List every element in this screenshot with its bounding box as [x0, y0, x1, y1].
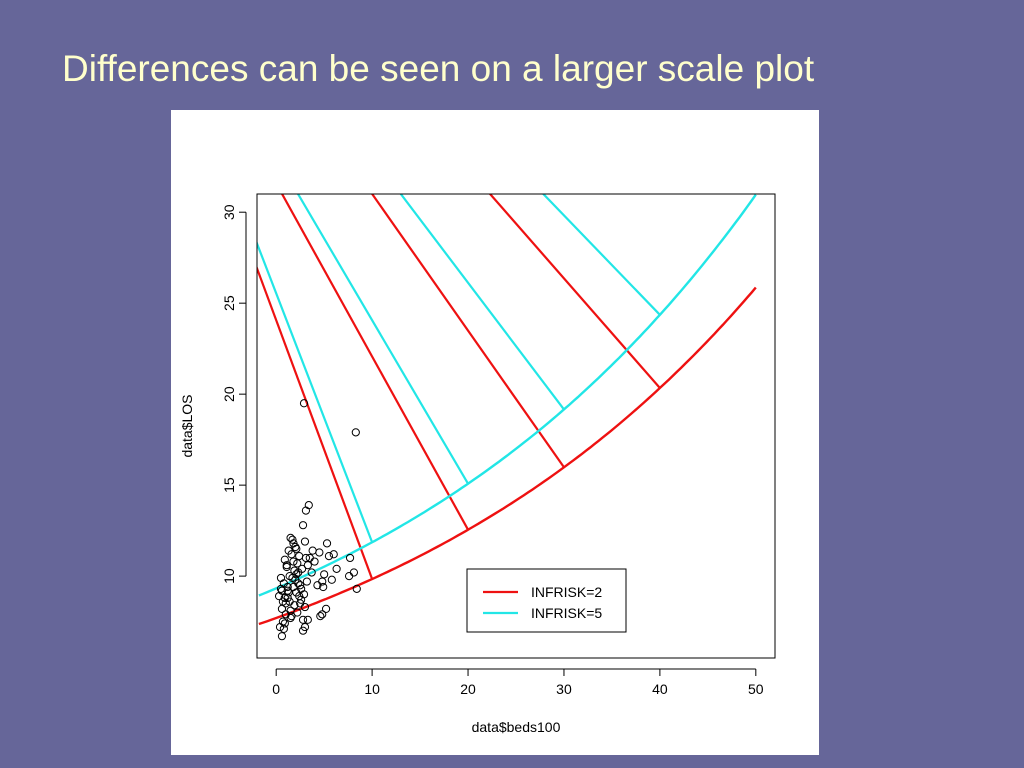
plot-panel: 0 10 20 30 40 50 10 15 20 25 30 data$beds100 data…: [171, 110, 819, 755]
data-point: [327, 575, 336, 584]
data-point: [286, 613, 295, 623]
data-point: [278, 617, 288, 626]
y-axis-label: data$LOS: [179, 394, 195, 457]
data-point: [310, 557, 319, 566]
y-tick-label: 25: [221, 295, 237, 311]
data-point: [293, 559, 302, 568]
data-point: [280, 619, 289, 628]
data-point: [292, 544, 301, 553]
data-point: [352, 584, 361, 593]
legend: INFRISK=2 INFRISK=5: [466, 568, 627, 633]
segment-infrisk-2-1: [280, 194, 469, 531]
data-point: [303, 615, 312, 624]
data-point: [297, 564, 307, 573]
data-point: [287, 612, 296, 621]
segment-infrisk-2-2: [370, 194, 565, 468]
data-point: [279, 624, 288, 633]
segment-infrisk-5-1: [296, 194, 469, 485]
data-point: [321, 604, 331, 613]
fit-curve-infrisk-2: [258, 286, 757, 626]
segment-infrisk-2-0: [257, 265, 374, 580]
data-point: [280, 555, 289, 564]
data-point: [282, 562, 291, 572]
data-point: [315, 548, 324, 557]
data-point: [332, 564, 341, 573]
legend-label: INFRISK=5: [531, 605, 602, 621]
legend-box: [466, 568, 627, 633]
data-point: [276, 573, 286, 583]
scatter-plot: 0 10 20 30 40 50 10 15 20 25 30 data$beds100 data…: [179, 193, 776, 735]
data-point: [300, 537, 310, 546]
y-tick-label: 10: [221, 568, 237, 584]
data-point: [299, 590, 309, 599]
data-point: [318, 577, 327, 586]
x-axis-label: data$beds100: [472, 719, 561, 735]
data-point: [289, 557, 298, 566]
data-point: [320, 570, 329, 579]
data-point: [287, 550, 296, 559]
data-point: [351, 428, 360, 437]
segment-infrisk-5-2: [399, 194, 565, 411]
fit-lines: [257, 194, 757, 626]
data-point: [277, 632, 287, 641]
segment-infrisk-5-0: [257, 240, 374, 543]
data-point: [301, 553, 311, 563]
data-point: [286, 533, 295, 543]
data-point: [301, 506, 311, 515]
data-point: [277, 586, 287, 595]
x-tick-label: 30: [556, 681, 572, 697]
data-point: [316, 612, 325, 621]
data-point: [318, 610, 327, 619]
data-point: [302, 577, 311, 586]
data-point: [283, 582, 292, 592]
data-point: [324, 552, 334, 561]
x-tick-label: 0: [272, 681, 280, 697]
data-point: [344, 572, 354, 581]
y-axis: 10 15 20 25 30: [221, 204, 247, 584]
data-point: [303, 561, 312, 570]
data-point: [289, 582, 298, 592]
x-tick-label: 10: [364, 681, 380, 697]
data-point: [292, 570, 301, 579]
segment-infrisk-2-3: [488, 194, 661, 389]
y-tick-label: 15: [221, 477, 237, 493]
data-point: [299, 399, 309, 408]
y-tick-label: 30: [221, 204, 237, 220]
data-point: [283, 593, 292, 603]
data-point: [298, 521, 308, 530]
data-point: [304, 501, 313, 510]
data-point: [345, 553, 355, 563]
data-point: [329, 550, 338, 559]
x-tick-label: 20: [460, 681, 476, 697]
fit-curve-infrisk-5: [258, 194, 757, 597]
data-point: [319, 582, 328, 592]
plot-frame: [256, 193, 776, 659]
data-point: [288, 535, 297, 544]
data-point: [298, 615, 308, 624]
data-point: [322, 539, 332, 548]
y-tick-label: 20: [221, 386, 237, 402]
data-point: [307, 568, 316, 577]
data-point: [290, 601, 299, 610]
x-tick-label: 40: [652, 681, 668, 697]
data-point: [295, 552, 304, 561]
data-point: [349, 568, 358, 577]
data-point: [308, 546, 317, 555]
data-points: [274, 399, 361, 641]
x-tick-label: 50: [748, 681, 764, 697]
x-axis: 0 10 20 30 40 50: [272, 668, 764, 697]
segment-infrisk-5-3: [541, 194, 661, 316]
data-point: [300, 622, 310, 632]
slide-title: Differences can be seen on a larger scal…: [62, 48, 815, 89]
data-point: [296, 599, 305, 608]
legend-label: INFRISK=2: [531, 584, 602, 600]
